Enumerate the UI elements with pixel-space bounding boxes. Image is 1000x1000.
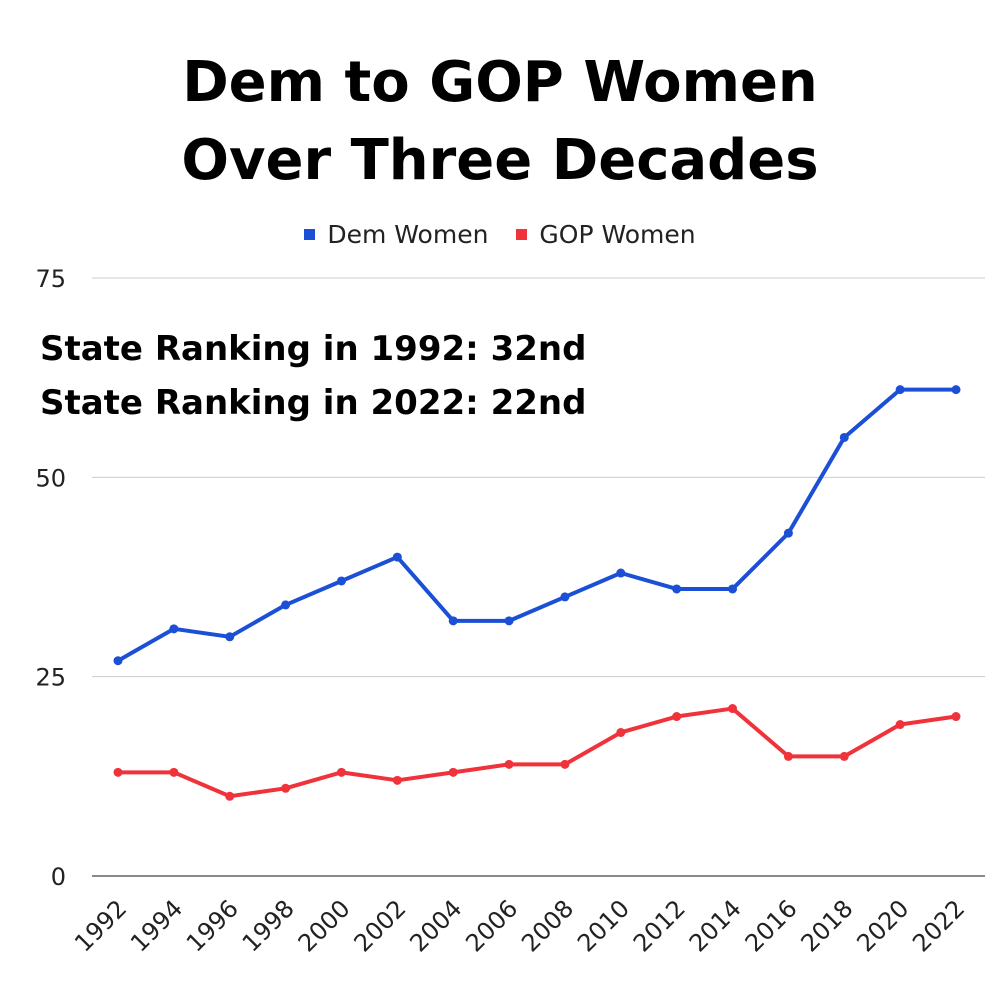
ranking-2022: State Ranking in 2022: 22nd	[40, 383, 587, 423]
data-point-dem-2014	[728, 584, 738, 594]
x-tick-label-2012: 2012	[628, 894, 691, 957]
y-tick-label-25: 25	[35, 664, 66, 692]
data-point-dem-1994	[169, 624, 179, 634]
chart-title-line-2: Over Three Decades	[181, 128, 819, 193]
data-point-dem-2008	[560, 592, 570, 602]
data-point-gop-1994	[169, 767, 179, 777]
data-point-dem-2004	[448, 616, 458, 626]
x-tick-label-2004: 2004	[404, 894, 467, 957]
legend-swatch-gop	[516, 229, 528, 240]
x-tick-label-2022: 2022	[907, 894, 970, 957]
x-tick-label-2002: 2002	[349, 894, 412, 957]
data-point-gop-2000	[336, 767, 346, 777]
x-tick-label-2010: 2010	[572, 894, 635, 957]
data-point-dem-1996	[225, 632, 235, 642]
data-point-gop-2016	[783, 751, 793, 761]
ranking-annotation: State Ranking in 1992: 32nd State Rankin…	[40, 322, 586, 430]
legend-label-dem: Dem Women	[327, 220, 489, 249]
data-point-gop-2008	[560, 759, 570, 769]
data-point-dem-2010	[616, 568, 626, 578]
x-tick-label-1992: 1992	[69, 894, 132, 957]
x-tick-label-2000: 2000	[293, 894, 356, 957]
data-point-dem-2002	[392, 552, 402, 562]
data-point-gop-1992	[113, 767, 123, 777]
y-tick-label-0: 0	[51, 863, 66, 891]
x-tick-label-2006: 2006	[460, 894, 523, 957]
data-point-gop-2006	[504, 759, 514, 769]
data-point-gop-2004	[448, 767, 458, 777]
x-tick-label-2020: 2020	[851, 894, 914, 957]
chart-title: Dem to GOP Women Over Three Decades	[0, 44, 1000, 200]
x-tick-label-1994: 1994	[125, 894, 188, 957]
y-tick-label-50: 50	[35, 464, 66, 492]
data-point-dem-2012	[672, 584, 682, 594]
data-point-dem-1998	[281, 600, 291, 610]
data-point-dem-2018	[839, 432, 849, 442]
series-line-dem	[116, 387, 958, 663]
data-point-gop-2012	[672, 712, 682, 722]
y-tick-label-75: 75	[35, 265, 66, 293]
data-point-dem-2020	[895, 385, 905, 395]
x-tick-label-2016: 2016	[740, 894, 803, 957]
x-tick-label-1996: 1996	[181, 894, 244, 957]
data-point-gop-2020	[895, 720, 905, 730]
data-point-gop-1996	[225, 791, 235, 801]
ranking-1992: State Ranking in 1992: 32nd	[40, 329, 587, 369]
data-point-gop-2014	[728, 704, 738, 714]
legend-swatch-dem	[304, 229, 316, 240]
data-point-gop-2022	[951, 712, 961, 722]
x-tick-label-1998: 1998	[237, 894, 300, 957]
data-point-dem-2000	[336, 576, 346, 586]
data-point-gop-2002	[392, 775, 402, 785]
data-point-dem-2022	[951, 385, 961, 395]
series-line-gop	[116, 706, 958, 799]
chart-title-line-1: Dem to GOP Women	[182, 50, 818, 115]
x-tick-label-2018: 2018	[796, 894, 859, 957]
data-point-dem-2016	[783, 528, 793, 538]
legend-label-gop: GOP Women	[539, 220, 696, 249]
data-point-gop-2018	[839, 751, 849, 761]
data-point-dem-1992	[113, 656, 123, 666]
data-point-gop-2010	[616, 727, 626, 737]
legend-item-gop[interactable]: GOP Women	[516, 220, 696, 249]
data-point-gop-1998	[281, 783, 291, 793]
legend: Dem Women GOP Women	[0, 220, 1000, 249]
data-point-dem-2006	[504, 616, 514, 626]
x-tick-label-2008: 2008	[516, 894, 579, 957]
x-tick-label-2014: 2014	[684, 894, 747, 957]
legend-item-dem[interactable]: Dem Women	[304, 220, 488, 249]
